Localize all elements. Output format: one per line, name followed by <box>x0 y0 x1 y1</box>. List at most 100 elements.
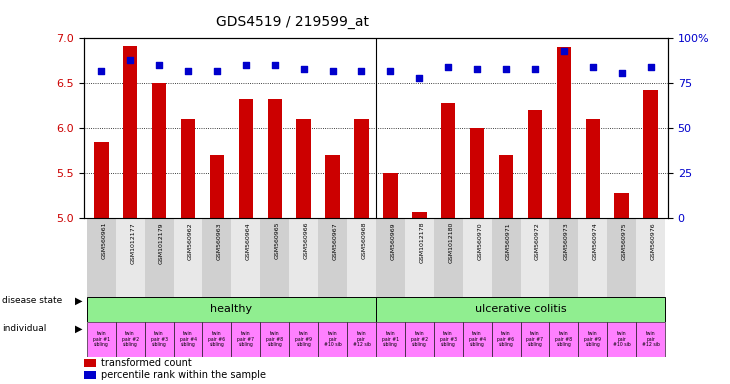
Bar <box>557 47 571 218</box>
Text: ▶: ▶ <box>75 323 82 333</box>
Bar <box>116 322 145 357</box>
Point <box>587 64 599 70</box>
Bar <box>470 128 485 218</box>
Text: GSM560968: GSM560968 <box>361 222 366 260</box>
Bar <box>94 142 109 218</box>
Point <box>442 64 454 70</box>
Bar <box>491 218 520 296</box>
Text: disease state: disease state <box>2 296 63 305</box>
Point <box>356 68 367 74</box>
Bar <box>463 322 491 357</box>
Bar <box>383 173 398 218</box>
Bar <box>550 218 578 296</box>
Text: transformed count: transformed count <box>101 358 192 368</box>
Text: twin
pair #2
sibling: twin pair #2 sibling <box>122 331 139 348</box>
Text: GSM560972: GSM560972 <box>535 222 540 260</box>
Bar <box>145 322 174 357</box>
Text: ulcerative colitis: ulcerative colitis <box>474 304 566 314</box>
Bar <box>318 322 347 357</box>
Text: twin
pair #9
sibling: twin pair #9 sibling <box>584 331 602 348</box>
Text: GSM560973: GSM560973 <box>564 222 569 260</box>
Text: GSM560962: GSM560962 <box>188 222 193 260</box>
Text: GSM560975: GSM560975 <box>622 222 626 260</box>
Bar <box>643 91 658 218</box>
Bar <box>441 103 456 218</box>
Text: GSM560976: GSM560976 <box>650 222 656 260</box>
Bar <box>376 322 405 357</box>
Text: GDS4519 / 219599_at: GDS4519 / 219599_at <box>215 15 369 29</box>
Text: GSM560971: GSM560971 <box>506 222 511 260</box>
Text: twin
pair #6
sibling: twin pair #6 sibling <box>497 331 515 348</box>
Bar <box>434 322 463 357</box>
Point <box>558 48 569 54</box>
Bar <box>261 218 289 296</box>
Bar <box>202 322 231 357</box>
Bar <box>318 218 347 296</box>
Bar <box>116 218 145 296</box>
Bar <box>499 155 513 218</box>
Bar <box>87 322 116 357</box>
Bar <box>174 322 202 357</box>
Bar <box>615 193 629 218</box>
Bar <box>261 322 289 357</box>
Text: GSM1012179: GSM1012179 <box>159 222 164 263</box>
Point <box>298 66 310 72</box>
Bar <box>210 155 224 218</box>
Text: twin
pair #4
sibling: twin pair #4 sibling <box>469 331 485 348</box>
Bar <box>326 155 339 218</box>
Bar <box>87 296 376 322</box>
Point <box>96 68 107 74</box>
Bar <box>491 322 520 357</box>
Text: GSM1012177: GSM1012177 <box>130 222 135 263</box>
Bar <box>434 218 463 296</box>
Bar <box>289 218 318 296</box>
Text: GSM560963: GSM560963 <box>217 222 222 260</box>
Bar <box>520 218 550 296</box>
Text: percentile rank within the sample: percentile rank within the sample <box>101 370 266 380</box>
Point <box>124 57 136 63</box>
Bar <box>528 110 542 218</box>
Bar <box>152 83 166 218</box>
Text: GSM1012178: GSM1012178 <box>419 222 424 263</box>
Point <box>616 70 628 76</box>
Text: GSM560974: GSM560974 <box>593 222 598 260</box>
Point <box>240 62 252 68</box>
Bar <box>123 46 137 218</box>
Bar <box>231 322 261 357</box>
Bar <box>181 119 195 218</box>
Text: GSM560967: GSM560967 <box>333 222 337 260</box>
Bar <box>636 322 665 357</box>
Bar <box>289 322 318 357</box>
Bar <box>354 119 369 218</box>
Bar <box>239 99 253 218</box>
Point <box>472 66 483 72</box>
Text: twin
pair #8
sibling: twin pair #8 sibling <box>266 331 283 348</box>
Bar <box>84 371 96 379</box>
Bar <box>202 218 231 296</box>
Bar <box>578 322 607 357</box>
Text: twin
pair #3
sibling: twin pair #3 sibling <box>150 331 168 348</box>
Bar <box>585 119 600 218</box>
Bar <box>520 322 550 357</box>
Point <box>500 66 512 72</box>
Bar <box>376 296 665 322</box>
Text: twin
pair
#10 sib: twin pair #10 sib <box>323 331 342 348</box>
Text: twin
pair #7
sibling: twin pair #7 sibling <box>526 331 544 348</box>
Bar <box>405 322 434 357</box>
Point <box>529 66 541 72</box>
Point <box>269 62 280 68</box>
Point <box>182 68 194 74</box>
Text: twin
pair #3
sibling: twin pair #3 sibling <box>439 331 457 348</box>
Bar <box>84 359 96 367</box>
Point <box>327 68 339 74</box>
Bar <box>347 322 376 357</box>
Bar <box>412 212 426 218</box>
Text: healthy: healthy <box>210 304 253 314</box>
Text: GSM1012180: GSM1012180 <box>448 222 453 263</box>
Bar <box>607 322 636 357</box>
Text: twin
pair #2
sibling: twin pair #2 sibling <box>411 331 428 348</box>
Text: GSM560969: GSM560969 <box>391 222 396 260</box>
Point <box>211 68 223 74</box>
Text: twin
pair #9
sibling: twin pair #9 sibling <box>295 331 312 348</box>
Bar <box>463 218 491 296</box>
